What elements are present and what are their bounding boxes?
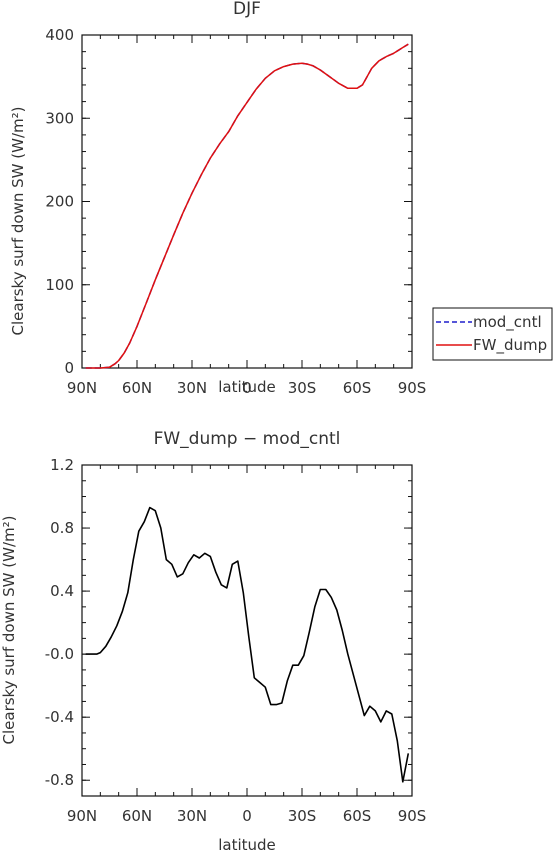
y-axis-label: Clearsky surf down SW (W/m²)	[0, 516, 18, 745]
series-line-mod-cntl	[85, 43, 409, 369]
y-tick-label: -0.4	[45, 708, 74, 726]
legend-label-fw-dump: FW_dump	[473, 336, 547, 355]
y-tick-label: 0	[64, 359, 74, 377]
x-tick-label: 60N	[122, 379, 152, 397]
x-tick-label: 60S	[343, 807, 372, 825]
y-tick-label: 300	[45, 109, 74, 127]
series-line-fw-dump-mod-cntl	[85, 506, 410, 783]
x-tick-label: 30N	[177, 807, 207, 825]
legend-label-mod-cntl: mod_cntl	[473, 313, 542, 332]
y-tick-label: 100	[45, 276, 74, 294]
x-tick-label: 90S	[398, 379, 427, 397]
y-tick-label: 200	[45, 193, 74, 211]
x-tick-label: 30N	[177, 379, 207, 397]
x-tick-label: 0	[242, 807, 252, 825]
y-tick-label: 1.2	[50, 456, 74, 474]
y-tick-label: -0.8	[45, 771, 74, 789]
x-tick-label: 90N	[67, 379, 97, 397]
y-axis-label: Clearsky surf down SW (W/m²)	[9, 107, 27, 336]
legend: mod_cntl FW_dump	[432, 307, 553, 361]
chart-title: FW_dump − mod_cntl	[154, 429, 341, 449]
x-tick-label: 30S	[288, 379, 317, 397]
chart-title: DJF	[233, 0, 261, 19]
series-lines	[85, 43, 409, 369]
top-chart: DJF latitude Clearsky surf down SW (W/m²…	[9, 0, 553, 397]
x-tick-label: 60N	[122, 807, 152, 825]
x-axis-label: latitude	[218, 836, 276, 851]
legend-box	[432, 307, 553, 361]
x-tick-label: 30S	[288, 807, 317, 825]
axis-ticks: 90N 60N 30N 0 30S 60S 90S 0 100 200 300 400	[45, 26, 426, 397]
y-tick-label: 400	[45, 26, 74, 44]
series-lines	[85, 506, 410, 783]
x-tick-label: 90N	[67, 807, 97, 825]
y-tick-label: -0.0	[45, 645, 74, 663]
series-line-fw-dump	[85, 43, 409, 369]
x-axis-label: latitude	[218, 378, 276, 396]
axis-ticks: 90N 60N 30N 0 30S 60S 90S 1.2 0.8 0.4 -0.0 -0.4 -0.8	[45, 456, 427, 825]
x-tick-label: 60S	[343, 379, 372, 397]
y-tick-label: 0.8	[50, 519, 74, 537]
y-tick-label: 0.4	[50, 582, 74, 600]
bottom-chart: FW_dump − mod_cntl latitude Clearsky sur…	[0, 429, 426, 851]
plot-frame	[81, 464, 413, 797]
x-tick-label: 0	[242, 379, 252, 397]
x-tick-label: 90S	[398, 807, 427, 825]
